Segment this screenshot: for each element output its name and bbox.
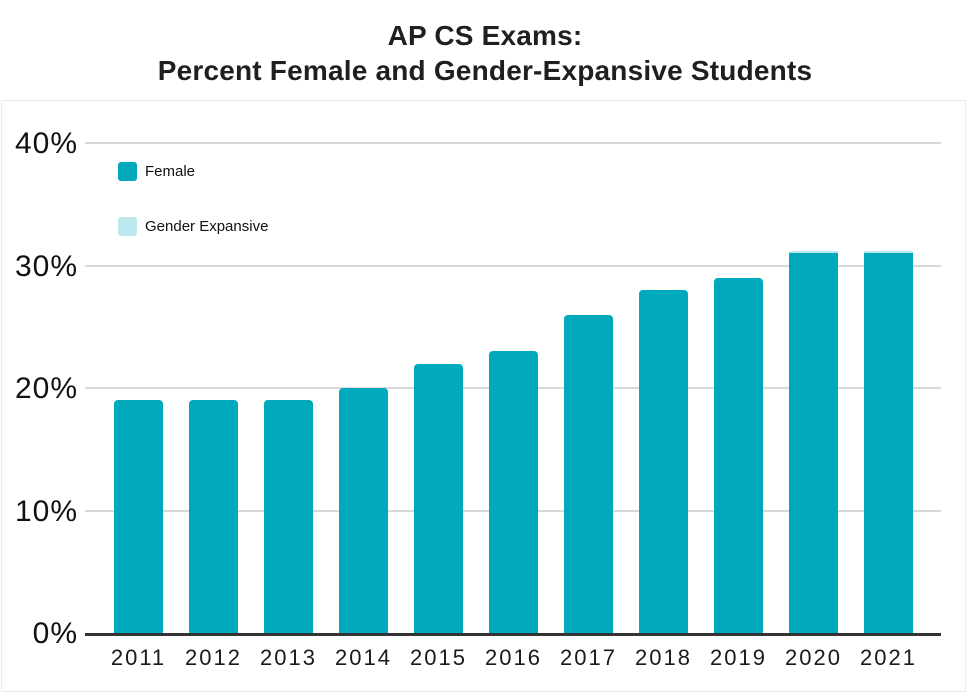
ytick-label-10: 10% bbox=[14, 494, 78, 528]
ytick-label-20: 20% bbox=[14, 372, 78, 405]
bar-female-2016 bbox=[489, 351, 538, 633]
xtick-label-2018: 2018 bbox=[635, 645, 692, 670]
x-axis-line bbox=[85, 633, 941, 636]
xtick-label-2013: 2013 bbox=[260, 645, 317, 670]
bar-female-2018 bbox=[639, 290, 688, 633]
xtick-label-2016: 2016 bbox=[485, 645, 542, 670]
legend-item-female: Female bbox=[118, 162, 195, 181]
xtick-label-2011: 2011 bbox=[110, 645, 167, 670]
legend-label-gender-expansive: Gender Expansive bbox=[145, 218, 269, 235]
bar-gender-expansive-2021 bbox=[864, 250, 913, 254]
chart-card-border bbox=[1, 100, 966, 692]
gridline-40pct bbox=[85, 142, 941, 144]
xtick-label-2020: 2020 bbox=[785, 645, 842, 670]
legend-label-female: Female bbox=[145, 163, 196, 180]
bar-female-2021 bbox=[864, 253, 913, 633]
ytick-label-0: 0% bbox=[32, 617, 78, 650]
bar-female-2014 bbox=[339, 388, 388, 633]
legend-item-gender-expansive: Gender Expansive bbox=[118, 217, 268, 236]
chart-title-line-1: AP CS Exams: bbox=[387, 20, 583, 51]
female-swatch-icon bbox=[118, 162, 137, 181]
xtick-label-2019: 2019 bbox=[710, 645, 767, 670]
bar-female-2019 bbox=[714, 277, 763, 633]
ytick-label-30: 30% bbox=[14, 249, 78, 283]
xtick-label-2015: 2015 bbox=[410, 645, 467, 670]
chart-title-line-2: Percent Female and Gender-Expansive Stud… bbox=[157, 55, 813, 86]
bar-female-2013 bbox=[264, 400, 313, 633]
bar-female-2020 bbox=[789, 253, 838, 633]
xtick-label-2021: 2021 bbox=[860, 645, 917, 670]
xtick-label-2012: 2012 bbox=[185, 645, 242, 670]
gridline-30pct bbox=[85, 264, 941, 267]
xtick-label-2017: 2017 bbox=[560, 645, 617, 670]
chart-title: AP CS Exams: Percent Female and Gender-E… bbox=[0, 18, 970, 88]
gender-expansive-swatch-icon bbox=[118, 217, 137, 236]
bar-gender-expansive-2020 bbox=[789, 250, 838, 254]
bar-female-2012 bbox=[189, 400, 238, 633]
bar-female-2017 bbox=[564, 314, 613, 633]
bar-female-2011 bbox=[114, 400, 163, 633]
ytick-label-40: 40% bbox=[14, 127, 78, 160]
bar-female-2015 bbox=[414, 363, 463, 633]
xtick-label-2014: 2014 bbox=[335, 645, 392, 670]
